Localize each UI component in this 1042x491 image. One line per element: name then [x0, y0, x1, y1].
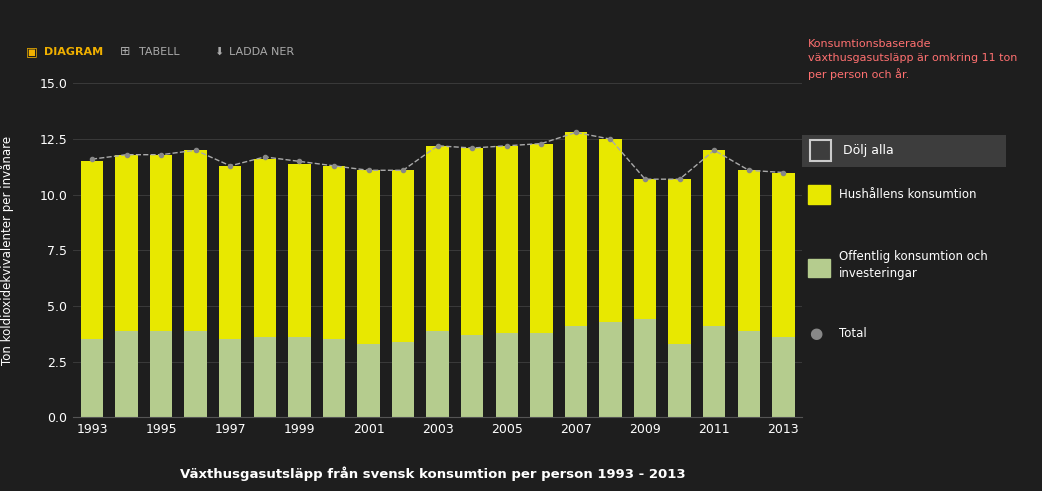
Bar [253, 159, 276, 337]
Bar [599, 322, 622, 417]
Bar [289, 337, 311, 417]
Bar [599, 139, 622, 322]
Bar [184, 150, 207, 330]
Bar [219, 339, 242, 417]
Bar [184, 330, 207, 417]
Bar [357, 170, 379, 344]
Bar [703, 150, 725, 326]
Bar [565, 133, 587, 326]
Bar [392, 170, 415, 342]
Text: ⊞: ⊞ [120, 45, 130, 58]
Bar [426, 146, 449, 330]
Text: Konsumtionsbaserade
växthusgasutsläpp är omkring 11 ton
per person och år.: Konsumtionsbaserade växthusgasutsläpp är… [808, 39, 1017, 80]
Text: Total: Total [839, 327, 867, 340]
Bar [496, 146, 518, 333]
Bar [289, 164, 311, 337]
Text: Dölj alla: Dölj alla [843, 144, 894, 158]
Text: DIAGRAM: DIAGRAM [44, 47, 103, 56]
Bar [323, 339, 345, 417]
Text: Växthusgasutsläpp från svensk konsumtion per person 1993 - 2013: Växthusgasutsläpp från svensk konsumtion… [179, 466, 686, 481]
Bar [634, 320, 656, 417]
Bar [461, 148, 483, 335]
Bar [150, 155, 172, 330]
Bar [565, 326, 587, 417]
Text: ▣: ▣ [26, 45, 38, 58]
Text: Offentlig konsumtion och
investeringar: Offentlig konsumtion och investeringar [839, 250, 988, 280]
Bar [530, 333, 552, 417]
Bar [496, 333, 518, 417]
Bar [219, 166, 242, 339]
Bar [738, 170, 760, 330]
Text: ⬇: ⬇ [214, 47, 223, 56]
Bar [461, 335, 483, 417]
Bar [668, 344, 691, 417]
Bar [357, 344, 379, 417]
Bar [426, 330, 449, 417]
Text: Hushållens konsumtion: Hushållens konsumtion [839, 189, 976, 201]
Text: TABELL: TABELL [139, 47, 179, 56]
Bar [253, 337, 276, 417]
Bar [772, 172, 795, 337]
Bar [634, 179, 656, 320]
Bar [703, 326, 725, 417]
Text: ●: ● [810, 327, 823, 341]
Bar [116, 330, 138, 417]
Bar [80, 162, 103, 339]
Bar [738, 330, 760, 417]
Bar [323, 166, 345, 339]
Bar [116, 155, 138, 330]
Bar [530, 143, 552, 333]
Bar [668, 179, 691, 344]
Bar [392, 342, 415, 417]
Text: Ton koldioxidekvivalenter per invånare: Ton koldioxidekvivalenter per invånare [0, 136, 15, 365]
Bar [772, 337, 795, 417]
Bar [80, 339, 103, 417]
Text: LADDA NER: LADDA NER [229, 47, 294, 56]
Bar [150, 330, 172, 417]
